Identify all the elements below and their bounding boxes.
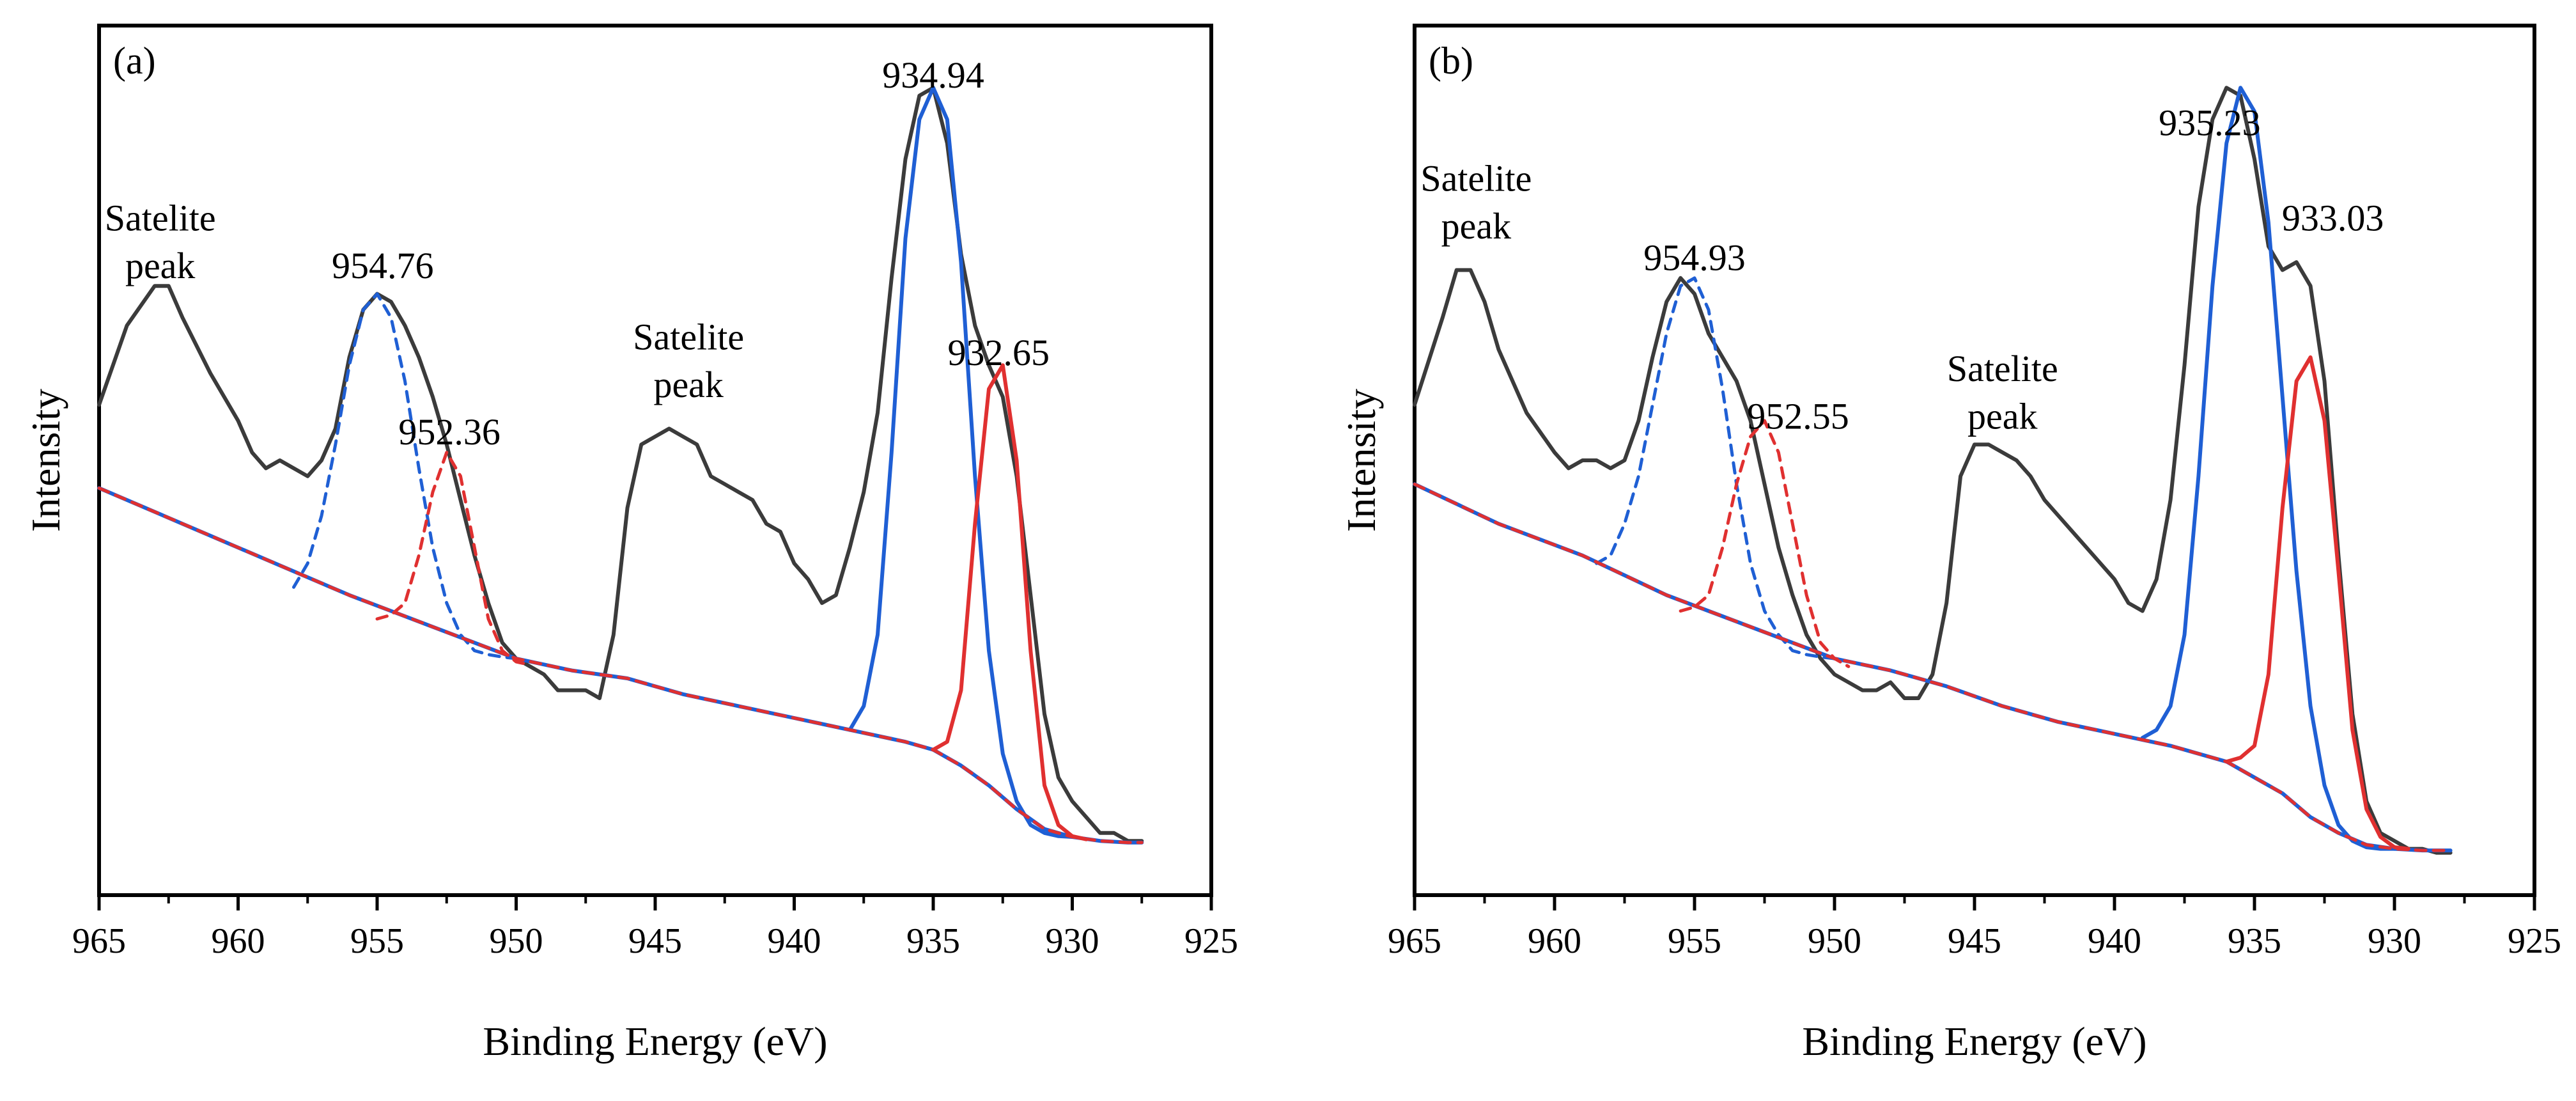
series-fit-peak-954-76 — [292, 292, 518, 660]
series-fit-envelope — [1413, 482, 2453, 852]
x-tick-label: 945 — [628, 921, 682, 961]
series-background — [97, 486, 1144, 845]
x-tick-label: 965 — [72, 921, 126, 961]
x-tick-label: 940 — [768, 921, 821, 961]
annotation: peak — [125, 245, 196, 286]
y-axis-title: Intensity — [1338, 389, 1384, 532]
annotation: 933.03 — [2282, 197, 2384, 238]
series-fit-peak-954-93 — [1595, 276, 1836, 660]
annotation: 954.93 — [1643, 237, 1746, 278]
annotation: Satelite — [1420, 157, 1532, 199]
series-fit-peak-932-65 — [931, 363, 1089, 841]
annotation: 934.94 — [882, 54, 984, 96]
series-fit-envelope — [97, 486, 1144, 845]
series-raw-spectrum — [97, 86, 1144, 843]
series-raw-spectrum — [1413, 86, 2453, 855]
plot-frame — [97, 24, 1213, 897]
annotation: peak — [653, 364, 724, 405]
x-tick-label: 960 — [212, 921, 265, 961]
y-axis-title: Intensity — [23, 389, 68, 532]
series-fit-peak-934-94 — [848, 86, 1075, 839]
x-tick-label: 925 — [2508, 921, 2561, 961]
annotation: 952.55 — [1747, 395, 1849, 437]
x-tick-label: 930 — [2368, 921, 2421, 961]
annotation: 935.23 — [2159, 102, 2261, 144]
panel-label: (a) — [113, 40, 156, 82]
x-tick-label: 940 — [2088, 921, 2141, 961]
annotation: Satelite — [105, 197, 216, 238]
series-fit-peak-933-03 — [2224, 355, 2410, 851]
series-fit-peak-935-23 — [2140, 86, 2396, 851]
x-tick-label: 935 — [2228, 921, 2281, 961]
x-tick-label: 935 — [906, 921, 960, 961]
panel-a: 965 960 955 950 945 940 935 930 925 Binding Energ… — [23, 24, 1238, 1064]
annotation: Satelite — [1947, 348, 2058, 389]
x-tick-label: 955 — [1668, 921, 1721, 961]
annotation: 954.76 — [332, 245, 434, 286]
annotation: 952.36 — [398, 411, 500, 453]
x-axis-title: Binding Energy (eV) — [1802, 1019, 2146, 1064]
panel-b: 965 960 955 950 945 940 935 930 925 Binding Energ… — [1338, 24, 2561, 1064]
annotation: peak — [1441, 205, 1512, 247]
annotation: Satelite — [633, 316, 744, 357]
series-fit-peak-952-55 — [1679, 419, 1851, 668]
x-tick-label: 955 — [350, 921, 404, 961]
x-tick-label: 960 — [1528, 921, 1581, 961]
x-tick-label: 930 — [1046, 921, 1099, 961]
x-tick-label: 950 — [1808, 921, 1861, 961]
x-axis-title: Binding Energy (eV) — [483, 1019, 827, 1064]
panel-label: (b) — [1429, 40, 1473, 82]
x-tick-label: 965 — [1388, 921, 1441, 961]
x-tick-label: 925 — [1184, 921, 1238, 961]
x-tick-label: 945 — [1948, 921, 2001, 961]
annotation: 932.65 — [947, 332, 1050, 373]
x-tick-label: 950 — [490, 921, 543, 961]
annotation: peak — [1967, 395, 2038, 437]
